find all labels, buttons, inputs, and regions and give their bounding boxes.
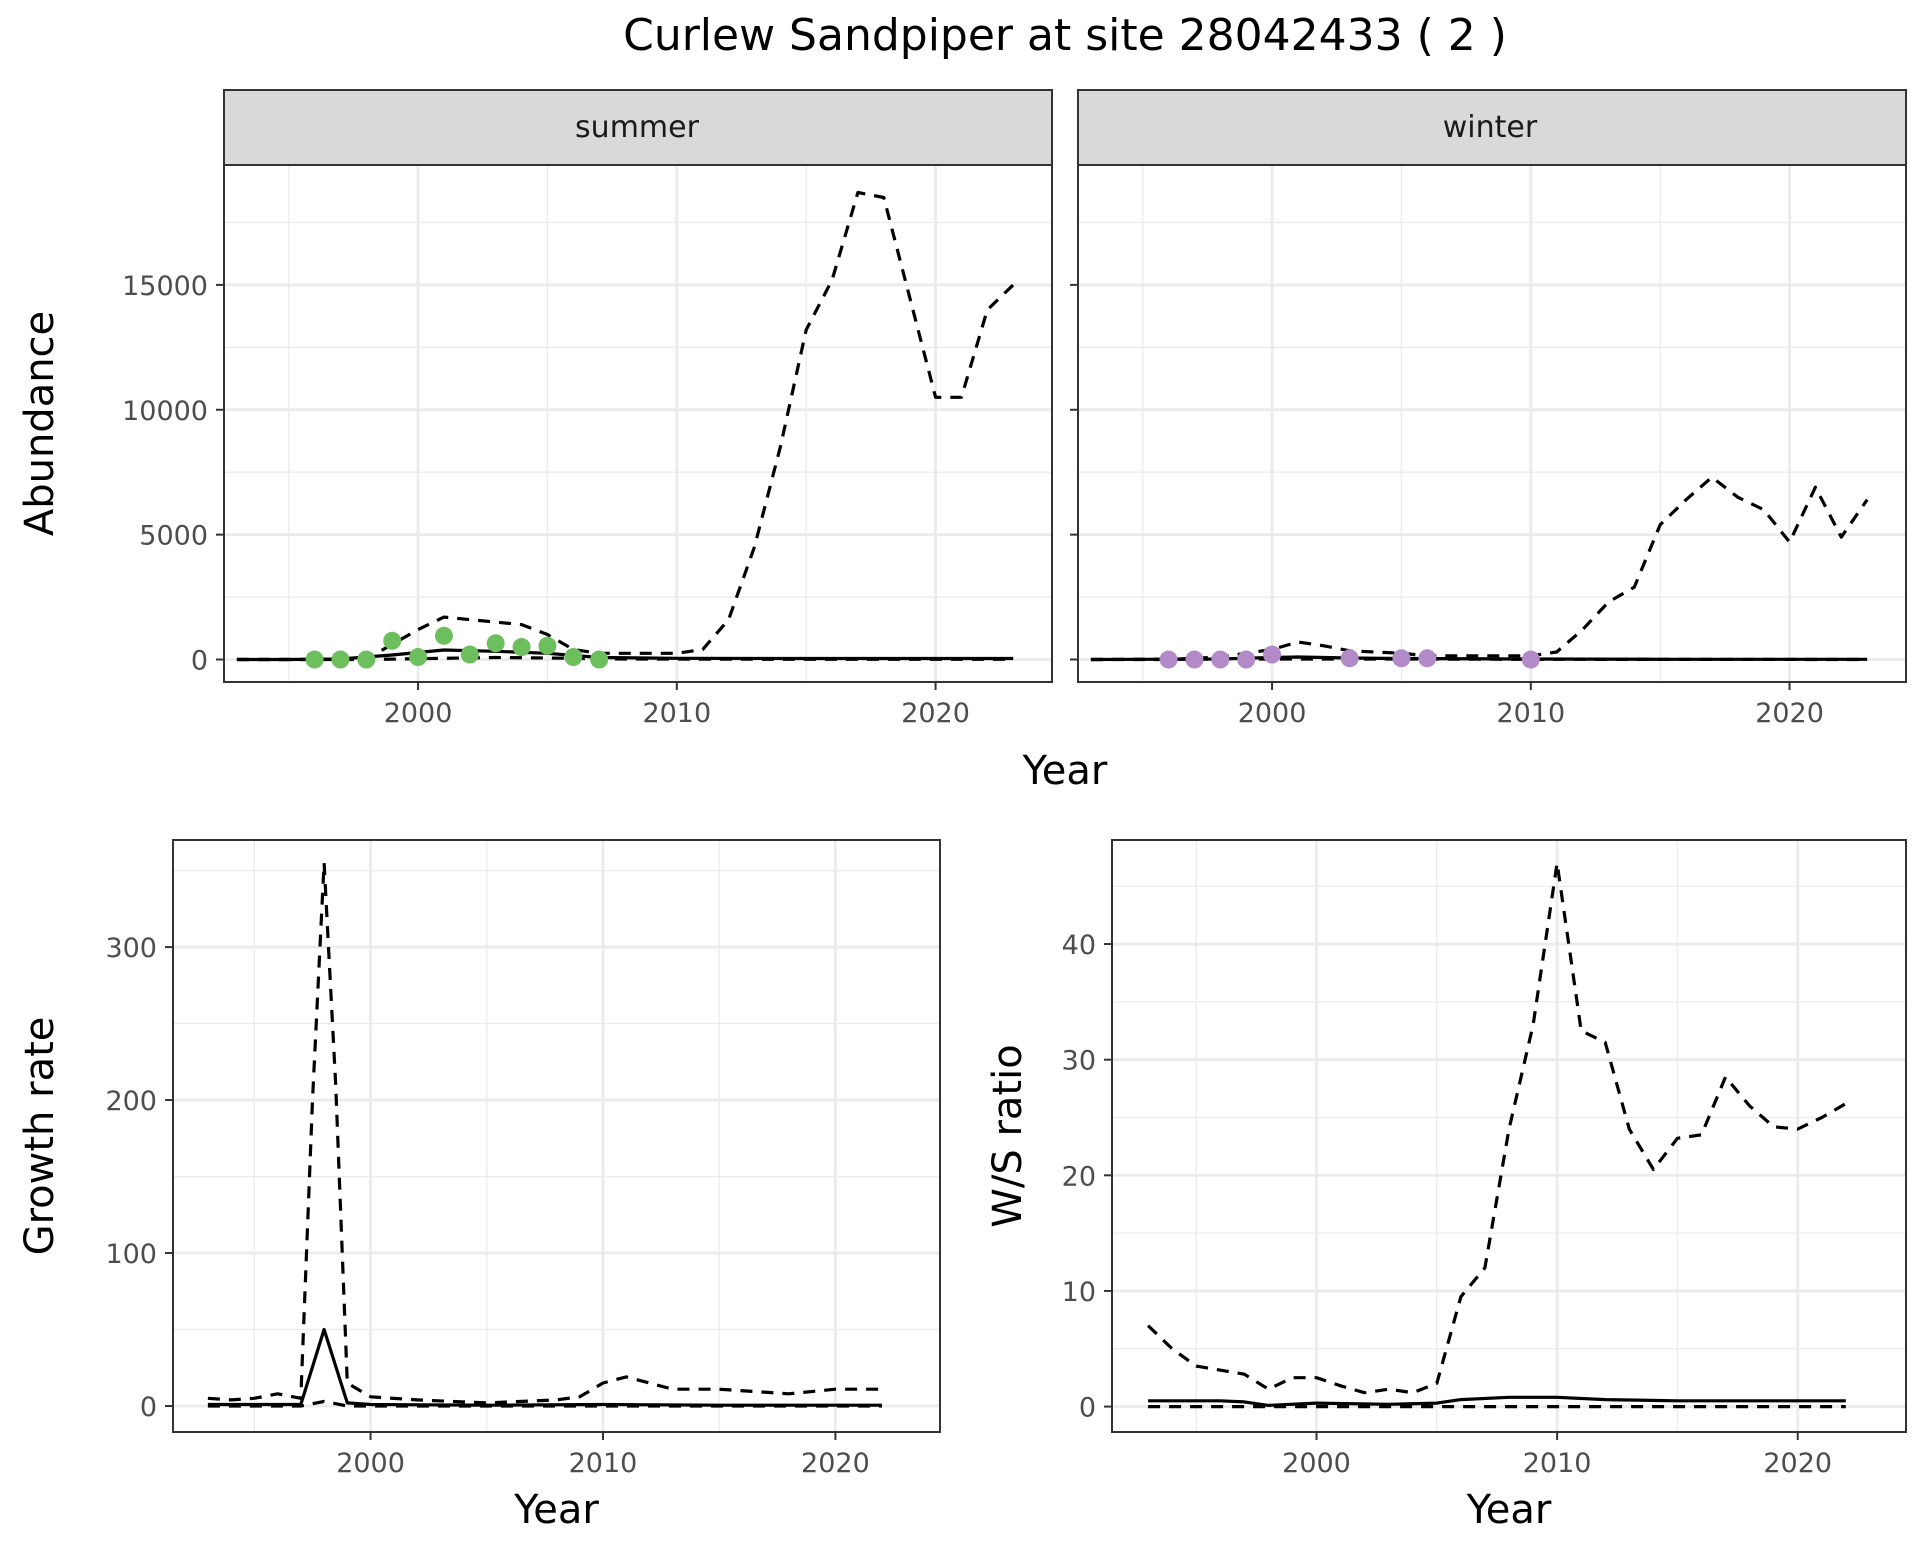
x-tick-label: 2010 [1523, 1448, 1592, 1479]
observed-point [1263, 645, 1282, 664]
panel-border [1111, 839, 1907, 1433]
y-tick-label: 0 [140, 1392, 157, 1423]
y-tick-label: 10000 [122, 396, 208, 427]
observed-point [486, 634, 505, 653]
panel-background [224, 165, 1052, 682]
panel-border [172, 839, 941, 1433]
x-tick-label: 2020 [801, 1448, 870, 1479]
observed-point [409, 648, 428, 667]
x-tick-label: 2000 [336, 1448, 405, 1479]
observed-point [1185, 650, 1204, 669]
observed-point [1521, 650, 1540, 669]
x-tick-label: 2000 [384, 698, 453, 729]
top-x-axis-title: Year [1022, 748, 1108, 794]
observed-point [434, 626, 453, 645]
x-tick-label: 2020 [1763, 1448, 1832, 1479]
y-tick-label: 300 [105, 933, 157, 964]
x-axis-title: Year [1466, 1487, 1552, 1533]
abundance-winter-panel: 2000 2010 2020 [1070, 89, 1907, 729]
ws-ratio-panel: 2000 2010 2020 0 10 20 30 40 Year W/S ratio [985, 839, 1907, 1533]
y-tick-label: 0 [1079, 1393, 1096, 1424]
y-tick-label: 30 [1062, 1046, 1096, 1077]
y-axis-title: Abundance [17, 311, 63, 536]
y-axis-title: Growth rate [17, 1017, 63, 1256]
observed-point [564, 648, 583, 667]
dashed-interval-line [236, 655, 1014, 662]
observed-point [1392, 649, 1411, 668]
observed-point [1159, 650, 1178, 669]
x-tick-label: 2020 [1755, 698, 1824, 729]
panel-background [173, 840, 940, 1432]
dashed-interval-line [1090, 475, 1869, 662]
x-tick-label: 2010 [569, 1448, 638, 1479]
panel-border [1077, 164, 1907, 683]
facet-strip-summer: summer [575, 110, 700, 145]
observed-point [460, 645, 479, 664]
observed-point [1211, 650, 1230, 669]
observed-point [357, 650, 376, 669]
panel-border [223, 164, 1053, 683]
observed-point [512, 638, 531, 657]
facet-strip-box [223, 89, 1053, 166]
x-tick-label: 2010 [1496, 698, 1565, 729]
observed-point [383, 631, 402, 650]
observed-point [538, 636, 557, 655]
y-axis-title: W/S ratio [985, 1044, 1031, 1227]
y-tick-label: 100 [105, 1239, 157, 1270]
x-tick-label: 2010 [642, 698, 711, 729]
dashed-interval-line [236, 190, 1015, 662]
y-tick-label: 0 [191, 646, 208, 677]
observed-point [331, 650, 350, 669]
growth-rate-panel: 2000 2010 2020 0 100 200 300 Year Growth rate [17, 839, 941, 1533]
y-tick-label: 200 [105, 1086, 157, 1117]
facet-strip-box [1077, 89, 1907, 166]
dashed-interval-line [1146, 861, 1847, 1395]
x-axis-title: Year [513, 1487, 599, 1533]
y-tick-label: 5000 [139, 521, 208, 552]
observed-point [305, 650, 324, 669]
x-tick-label: 2000 [1238, 698, 1307, 729]
abundance-summer-panel: 2000 2010 2020 0 5000 10000 15000 Abundance [17, 89, 1053, 729]
panel-background [1078, 165, 1906, 682]
y-tick-label: 40 [1062, 930, 1096, 961]
dashed-interval-line [1090, 657, 1868, 662]
y-tick-label: 15000 [122, 271, 208, 302]
facet-strip-winter: winter [1443, 110, 1538, 145]
y-tick-label: 10 [1062, 1277, 1096, 1308]
dashed-interval-line [207, 1399, 882, 1408]
observed-point [1237, 650, 1256, 669]
observed-point [1340, 649, 1359, 668]
figure-title: Curlew Sandpiper at site 28042433 ( 2 ) [623, 10, 1507, 61]
solid-estimate-line [1148, 1395, 1846, 1408]
x-tick-label: 2000 [1282, 1448, 1351, 1479]
observed-point [590, 650, 609, 669]
observed-point [1418, 649, 1437, 668]
x-tick-label: 2020 [901, 698, 970, 729]
y-tick-label: 20 [1062, 1161, 1096, 1192]
